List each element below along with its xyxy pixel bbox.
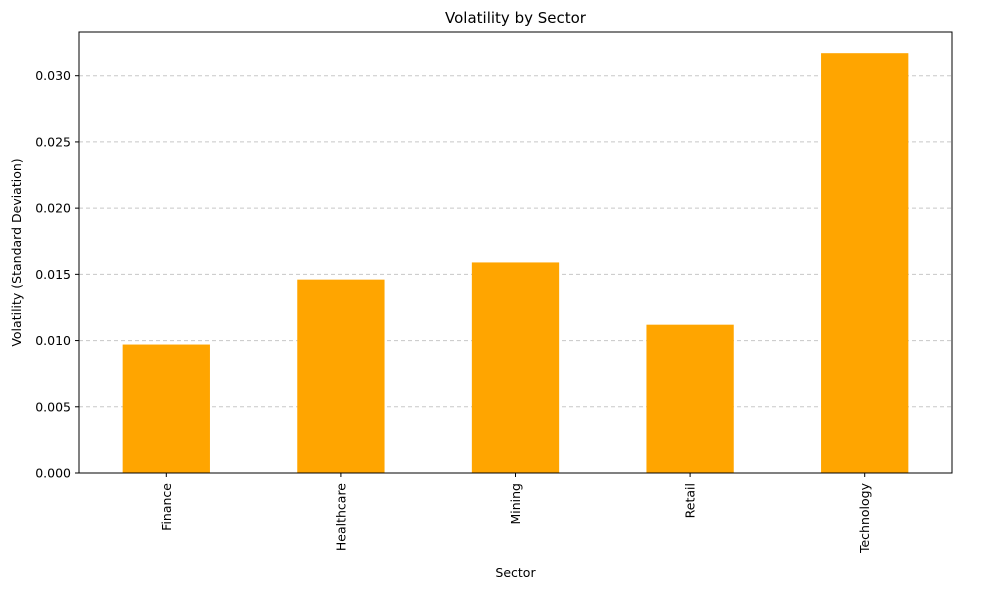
bar-technology	[821, 53, 909, 474]
x-axis-ticks: Finance Healthcare Mining Retail Technology	[159, 473, 872, 554]
y-tick-label: 0.010	[35, 333, 71, 348]
chart-title: Volatility by Sector	[445, 9, 587, 27]
y-tick-label: 0.025	[35, 134, 71, 149]
x-tick-label: Retail	[683, 483, 698, 518]
y-tick-label: 0.015	[35, 267, 71, 282]
x-tick-label: Finance	[159, 483, 174, 531]
y-tick-label: 0.000	[35, 466, 71, 481]
y-axis-label: Volatility (Standard Deviation)	[9, 158, 24, 346]
y-tick-label: 0.020	[35, 201, 71, 216]
y-axis-ticks: 0.000 0.005 0.010 0.015 0.020 0.025 0.030	[35, 68, 79, 481]
bar-healthcare	[297, 279, 385, 473]
bar-finance	[122, 344, 210, 473]
y-tick-label: 0.005	[35, 399, 71, 414]
bar-mining	[471, 262, 560, 473]
bars	[122, 53, 909, 474]
x-tick-label: Mining	[508, 483, 523, 525]
x-tick-label: Technology	[857, 482, 872, 554]
y-tick-label: 0.030	[35, 68, 71, 83]
x-tick-label: Healthcare	[333, 483, 348, 551]
x-axis-label: Sector	[495, 565, 536, 580]
bar-retail	[646, 324, 734, 473]
